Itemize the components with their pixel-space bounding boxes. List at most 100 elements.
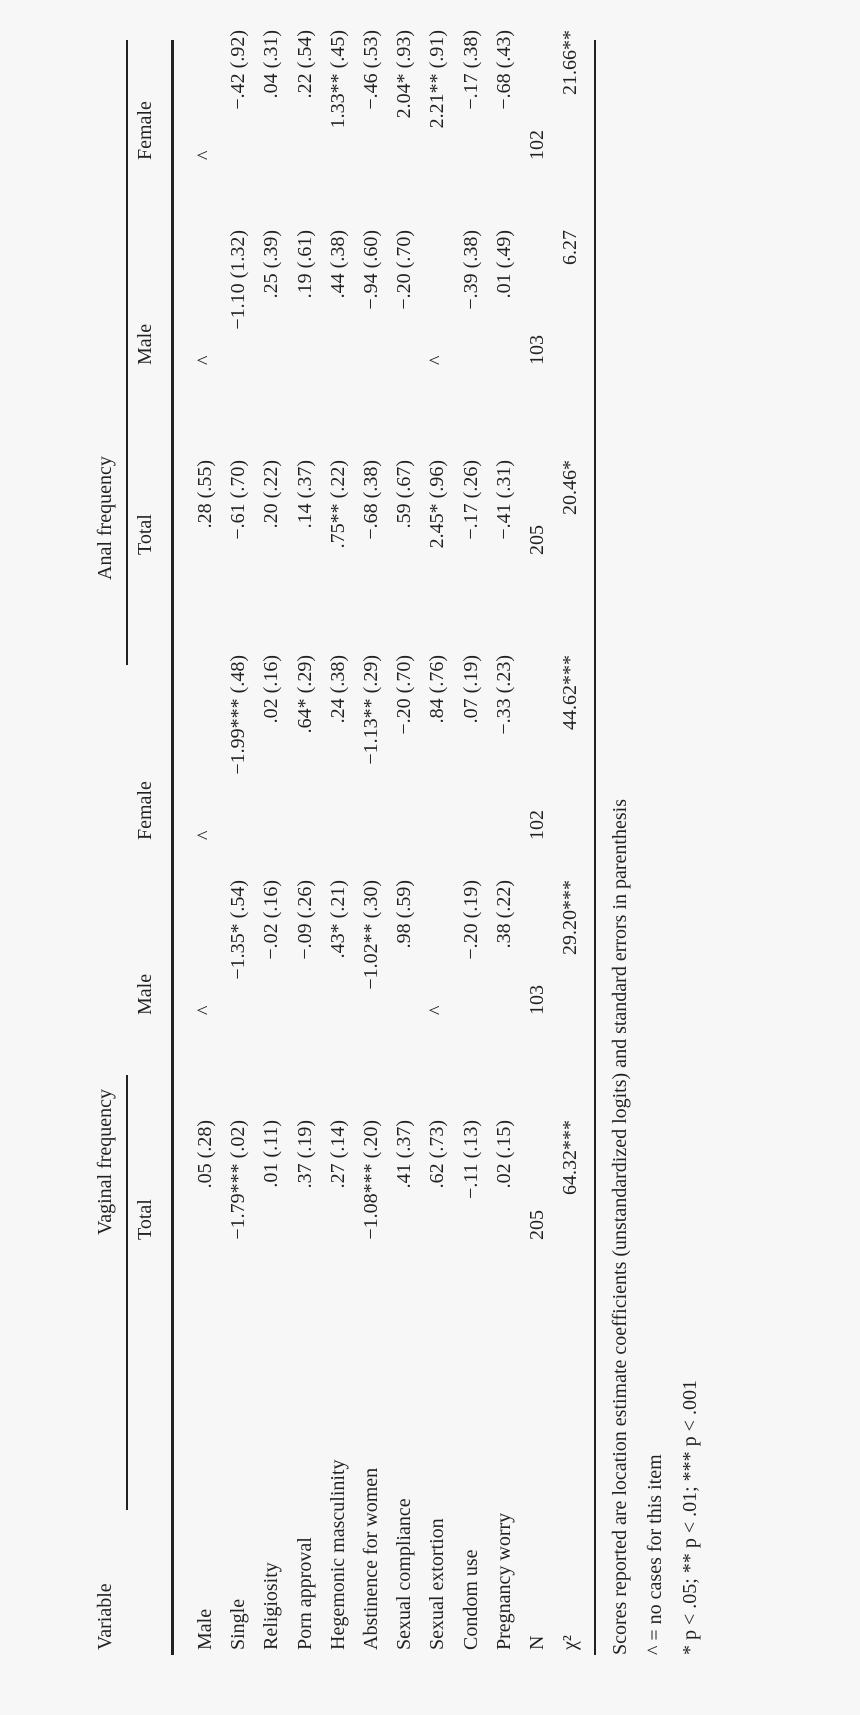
note: Scores reported are location estimate co… <box>609 799 631 1655</box>
cell: −1.02** (.30) <box>360 880 382 990</box>
cell: −.41 (.31) <box>492 460 515 540</box>
cell: ^ <box>426 355 449 365</box>
cell: .38 (.22) <box>492 880 515 949</box>
cell: .19 (.61) <box>293 230 316 299</box>
cell: ^ <box>194 1005 216 1015</box>
cell: 64.32*** <box>559 1120 582 1195</box>
column-header: Female <box>134 101 156 160</box>
cell: .27 (.14) <box>326 1120 349 1189</box>
cell: .75** (.22) <box>326 460 349 549</box>
cell: ^ <box>194 150 216 160</box>
cell: .37 (.19) <box>293 1120 316 1189</box>
column-header: Female <box>134 781 156 840</box>
cell: .84 (.76) <box>426 655 449 724</box>
cell: ^ <box>194 355 216 365</box>
row-label: Sexual compliance <box>393 1498 416 1650</box>
cell: .02 (.16) <box>260 655 283 724</box>
cell: −.02 (.16) <box>260 880 283 960</box>
cell: 1.33** (.45) <box>326 30 349 129</box>
cell: −.17 (.26) <box>459 460 482 540</box>
bottom-rule <box>594 40 596 1655</box>
cell: .25 (.39) <box>260 230 283 299</box>
cell: −1.08*** (.20) <box>360 1120 382 1240</box>
cell: .20 (.22) <box>260 460 283 529</box>
cell: .04 (.31) <box>260 30 283 99</box>
cell: .64* (.29) <box>293 655 316 734</box>
cell: .59 (.67) <box>393 460 416 529</box>
cell: 103 <box>526 985 548 1015</box>
cell: .28 (.55) <box>194 460 216 529</box>
cell: .01 (.11) <box>260 1120 283 1188</box>
cell: 29.20*** <box>559 880 582 955</box>
note: * p < .05; ** p < .01; *** p < .001 <box>679 1380 701 1655</box>
note: ^ = no cases for this item <box>644 1454 666 1655</box>
row-label: Sexual extortion <box>426 1518 449 1650</box>
cell: 6.27 <box>559 230 582 265</box>
cell: ^ <box>426 1005 449 1015</box>
cell: .44 (.38) <box>326 230 349 299</box>
row-label: Single <box>227 1598 250 1650</box>
cell: −1.79*** (.02) <box>227 1120 250 1240</box>
row-label: Condom use <box>459 1549 482 1650</box>
row-label: Abstinence for women <box>360 1467 382 1650</box>
cell: .02 (.15) <box>492 1120 515 1189</box>
cell: 2.21** (.91) <box>426 30 449 129</box>
row-label: Male <box>194 1608 216 1650</box>
cell: .07 (.19) <box>459 655 482 724</box>
cell: −.39 (.38) <box>459 230 482 310</box>
cell: −.61 (.70) <box>227 460 250 540</box>
cell: −.20 (.19) <box>459 880 482 960</box>
column-header: Male <box>134 323 156 365</box>
row-label: Porn approval <box>293 1537 316 1650</box>
cell: 102 <box>526 130 548 160</box>
group-header: Vaginal frequency <box>94 1088 116 1235</box>
cell: 205 <box>526 525 548 555</box>
cell: −1.99*** (.48) <box>227 655 250 775</box>
column-header: Total <box>134 514 156 555</box>
cell: .14 (.37) <box>293 460 316 529</box>
cell: 20.46* <box>559 460 582 515</box>
cell: .01 (.49) <box>492 230 515 299</box>
cell: −.09 (.26) <box>293 880 316 960</box>
cell: .05 (.28) <box>194 1120 216 1189</box>
cell: −.68 (.43) <box>492 30 515 110</box>
cell: 44.62*** <box>559 655 582 730</box>
cell: −.42 (.92) <box>227 30 250 110</box>
cell: ^ <box>194 830 216 840</box>
cell: 205 <box>526 1210 548 1240</box>
header-rule <box>171 40 174 1655</box>
cell: −1.10 (1.32) <box>227 230 250 330</box>
row-label: Pregnancy worry <box>492 1512 515 1650</box>
cell: −.94 (.60) <box>360 230 382 310</box>
cell: −1.35* (.54) <box>227 880 250 980</box>
cell: −.46 (.53) <box>360 30 382 110</box>
row-label: χ² <box>559 1635 582 1650</box>
column-header: Total <box>134 1199 156 1240</box>
cell: −.11 (.13) <box>459 1120 482 1199</box>
column-header: Male <box>134 973 156 1015</box>
row-label: Hegemonic masculinity <box>326 1459 349 1650</box>
row-label: Religiosity <box>260 1562 283 1650</box>
cell: 21.66** <box>559 30 582 95</box>
cell: .24 (.38) <box>326 655 349 724</box>
cell: .41 (.37) <box>393 1120 416 1189</box>
row-label: N <box>526 1635 548 1650</box>
cell: .43* (.21) <box>326 880 349 959</box>
cell: −.20 (.70) <box>393 655 416 735</box>
group-rule <box>126 40 128 665</box>
cell: 2.45* (.96) <box>426 460 449 549</box>
cell: −.20 (.70) <box>393 230 416 310</box>
cell: 2.04* (.93) <box>393 30 416 119</box>
cell: .62 (.73) <box>426 1120 449 1189</box>
cell: 102 <box>526 810 548 840</box>
cell: .98 (.59) <box>393 880 416 949</box>
cell: −1.13** (.29) <box>360 655 382 765</box>
cell: −.17 (.38) <box>459 30 482 110</box>
cell: −.68 (.38) <box>360 460 382 540</box>
group-header: Anal frequency <box>94 456 116 580</box>
cell: .22 (.54) <box>293 30 316 99</box>
cell: −.33 (.23) <box>492 655 515 735</box>
cell: 103 <box>526 335 548 365</box>
